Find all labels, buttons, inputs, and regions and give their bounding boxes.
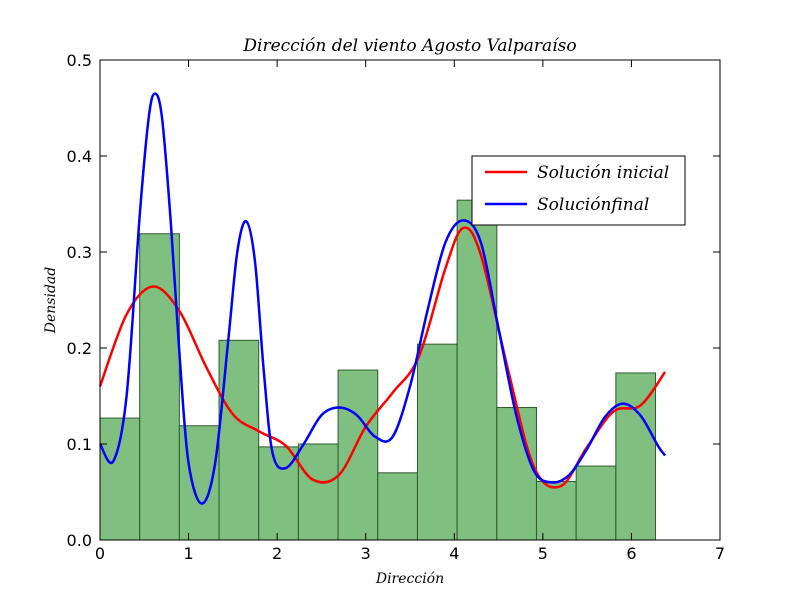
chart-title: Dirección del viento Agosto Valparaíso — [242, 36, 576, 56]
series-line-1 — [98, 92, 667, 505]
histogram-bar — [615, 372, 657, 541]
histogram-bar — [575, 465, 617, 541]
density-lines — [98, 92, 667, 505]
x-tick-label: 6 — [626, 544, 636, 563]
x-axis-label: Dirección — [375, 571, 444, 587]
x-tick-label: 0 — [95, 544, 105, 563]
y-axis-label: Densidad — [43, 267, 59, 334]
y-tick-label: 0.4 — [67, 147, 92, 166]
histogram-bar — [139, 233, 180, 541]
histogram-bar — [337, 369, 379, 541]
histogram-bar — [297, 443, 339, 541]
x-tick-label: 5 — [538, 544, 548, 563]
x-tick-label: 1 — [183, 544, 193, 563]
y-tick-label: 0.2 — [67, 339, 92, 358]
y-tick-label: 0.1 — [67, 435, 92, 454]
y-axis-ticks: 0.0 0.1 0.2 0.3 0.4 0.5 — [67, 51, 720, 550]
legend: Solución inicial Soluciónfinal — [471, 155, 686, 226]
histogram-bar — [535, 480, 577, 541]
y-tick-label: 0.5 — [67, 51, 92, 70]
legend-label-inicial: Solución inicial — [537, 163, 669, 183]
x-tick-label: 4 — [449, 544, 459, 563]
x-axis-ticks: 0 1 2 3 4 5 6 7 — [95, 60, 725, 563]
histogram-bars — [99, 199, 657, 541]
y-tick-label: 0.0 — [67, 531, 92, 550]
plot-frame — [99, 59, 721, 541]
histogram-bar — [416, 343, 458, 541]
histogram-bar — [456, 199, 498, 541]
y-tick-label: 0.3 — [67, 243, 92, 262]
series-line-0 — [98, 226, 667, 489]
histogram-bar — [377, 472, 418, 541]
histogram-bar — [496, 407, 537, 541]
x-tick-label: 7 — [715, 544, 725, 563]
x-tick-label: 2 — [272, 544, 282, 563]
legend-box — [471, 155, 686, 226]
x-tick-label: 3 — [361, 544, 371, 563]
legend-label-final: Soluciónfinal — [537, 195, 649, 215]
